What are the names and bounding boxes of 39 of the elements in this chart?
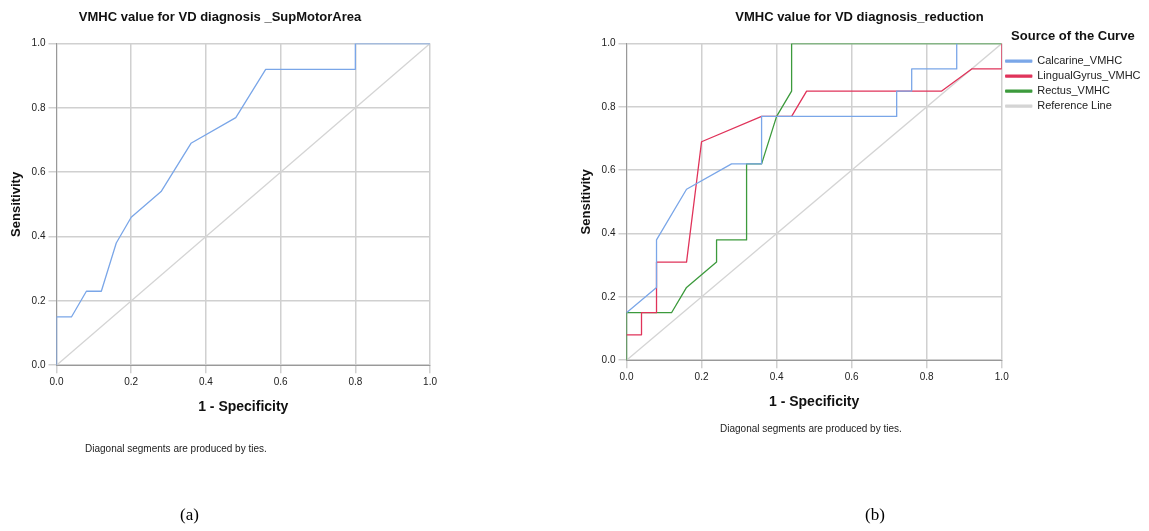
x-tick-label: 0.4	[769, 370, 784, 382]
x-tick-label: 0.0	[619, 370, 634, 382]
y-tick-label: 0.6	[31, 165, 46, 177]
y-tick-label: 0.4	[31, 230, 46, 242]
chart-title: VMHC value for VD diagnosis_reduction	[735, 9, 984, 25]
y-tick-label: 1.0	[601, 37, 616, 49]
legend-label: Calcarine_VMHC	[1037, 54, 1123, 67]
x-tick-label: 0.0	[49, 375, 64, 387]
y-tick-label: 0.6	[601, 163, 616, 175]
y-tick-label: 0.0	[31, 358, 46, 370]
x-tick-label: 0.6	[273, 375, 289, 387]
x-tick-label: 0.8	[348, 375, 363, 387]
x-axis-title: 1 - Specificity	[768, 393, 860, 410]
y-tick-label: 0.2	[601, 290, 616, 302]
x-tick-label: 0.2	[694, 370, 709, 382]
legend-title: Source of the Curve	[1011, 28, 1135, 44]
y-tick-label: 0.8	[601, 100, 616, 112]
x-tick-label: 0.4	[198, 375, 214, 387]
text: (a)	[180, 505, 199, 525]
x-axis-title: 1 - Specificity	[198, 398, 289, 415]
legend-label: Rectus_VMHC	[1037, 84, 1111, 97]
text: Diagonal segments are produced by ties.	[720, 423, 902, 434]
y-axis-title: Sensitivity	[578, 168, 594, 235]
text: Diagonal segments are produced by ties.	[85, 443, 267, 454]
chart-title: VMHC value for VD diagnosis _SupMotorArea	[78, 9, 362, 25]
y-axis-title: Sensitivity	[8, 171, 24, 237]
y-tick-label: 0.0	[601, 353, 616, 365]
y-tick-label: 0.4	[601, 227, 616, 239]
x-tick-label: 0.6	[844, 370, 860, 382]
y-tick-label: 1.0	[31, 37, 46, 49]
y-tick-label: 0.8	[31, 101, 46, 113]
x-tick-label: 1.0	[994, 370, 1010, 382]
x-tick-label: 1.0	[423, 375, 438, 387]
legend-label: Reference Line	[1037, 99, 1112, 112]
y-tick-label: 0.2	[31, 294, 46, 306]
text: (b)	[865, 505, 885, 525]
legend-label: LingualGyrus_VMHC	[1037, 69, 1141, 82]
x-tick-label: 0.8	[919, 370, 935, 382]
x-tick-label: 0.2	[124, 375, 139, 387]
